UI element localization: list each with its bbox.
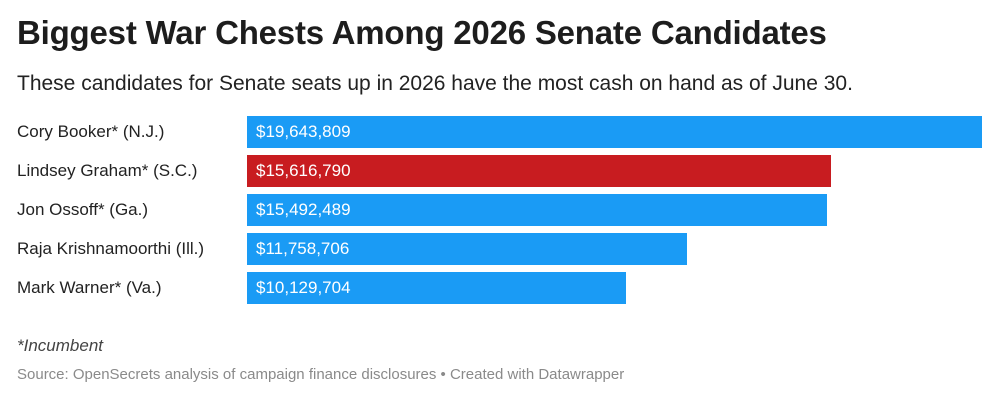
incumbent-note: *Incumbent [17, 336, 103, 355]
bar-label: Jon Ossoff* (Ga.) [17, 200, 149, 219]
bar [247, 155, 832, 187]
bar-label: Lindsey Graham* (S.C.) [17, 161, 198, 180]
bar-value-label: $15,616,790 [256, 161, 351, 180]
bar [247, 272, 627, 304]
bar-label: Mark Warner* (Va.) [17, 278, 162, 297]
bar-value-label: $11,758,706 [256, 239, 350, 258]
bar-chart: Cory Booker* (N.J.) $19,643,809 Lindsey Gr… [0, 112, 1000, 312]
bar-label: Cory Booker* (N.J.) [17, 122, 165, 141]
bar-label: Raja Krishnamoorthi (Ill.) [17, 239, 205, 258]
bar [247, 194, 827, 226]
bar-value-label: $10,129,704 [256, 278, 351, 297]
chart-title: Biggest War Chests Among 2026 Senate Can… [17, 14, 827, 51]
source-credit: Source: OpenSecrets analysis of campaign… [17, 366, 625, 383]
bar-value-label: $19,643,809 [256, 122, 351, 141]
bar-value-label: $15,492,489 [256, 200, 351, 219]
bar [247, 233, 687, 265]
bar [247, 116, 982, 148]
chart-subtitle: These candidates for Senate seats up in … [17, 72, 853, 95]
